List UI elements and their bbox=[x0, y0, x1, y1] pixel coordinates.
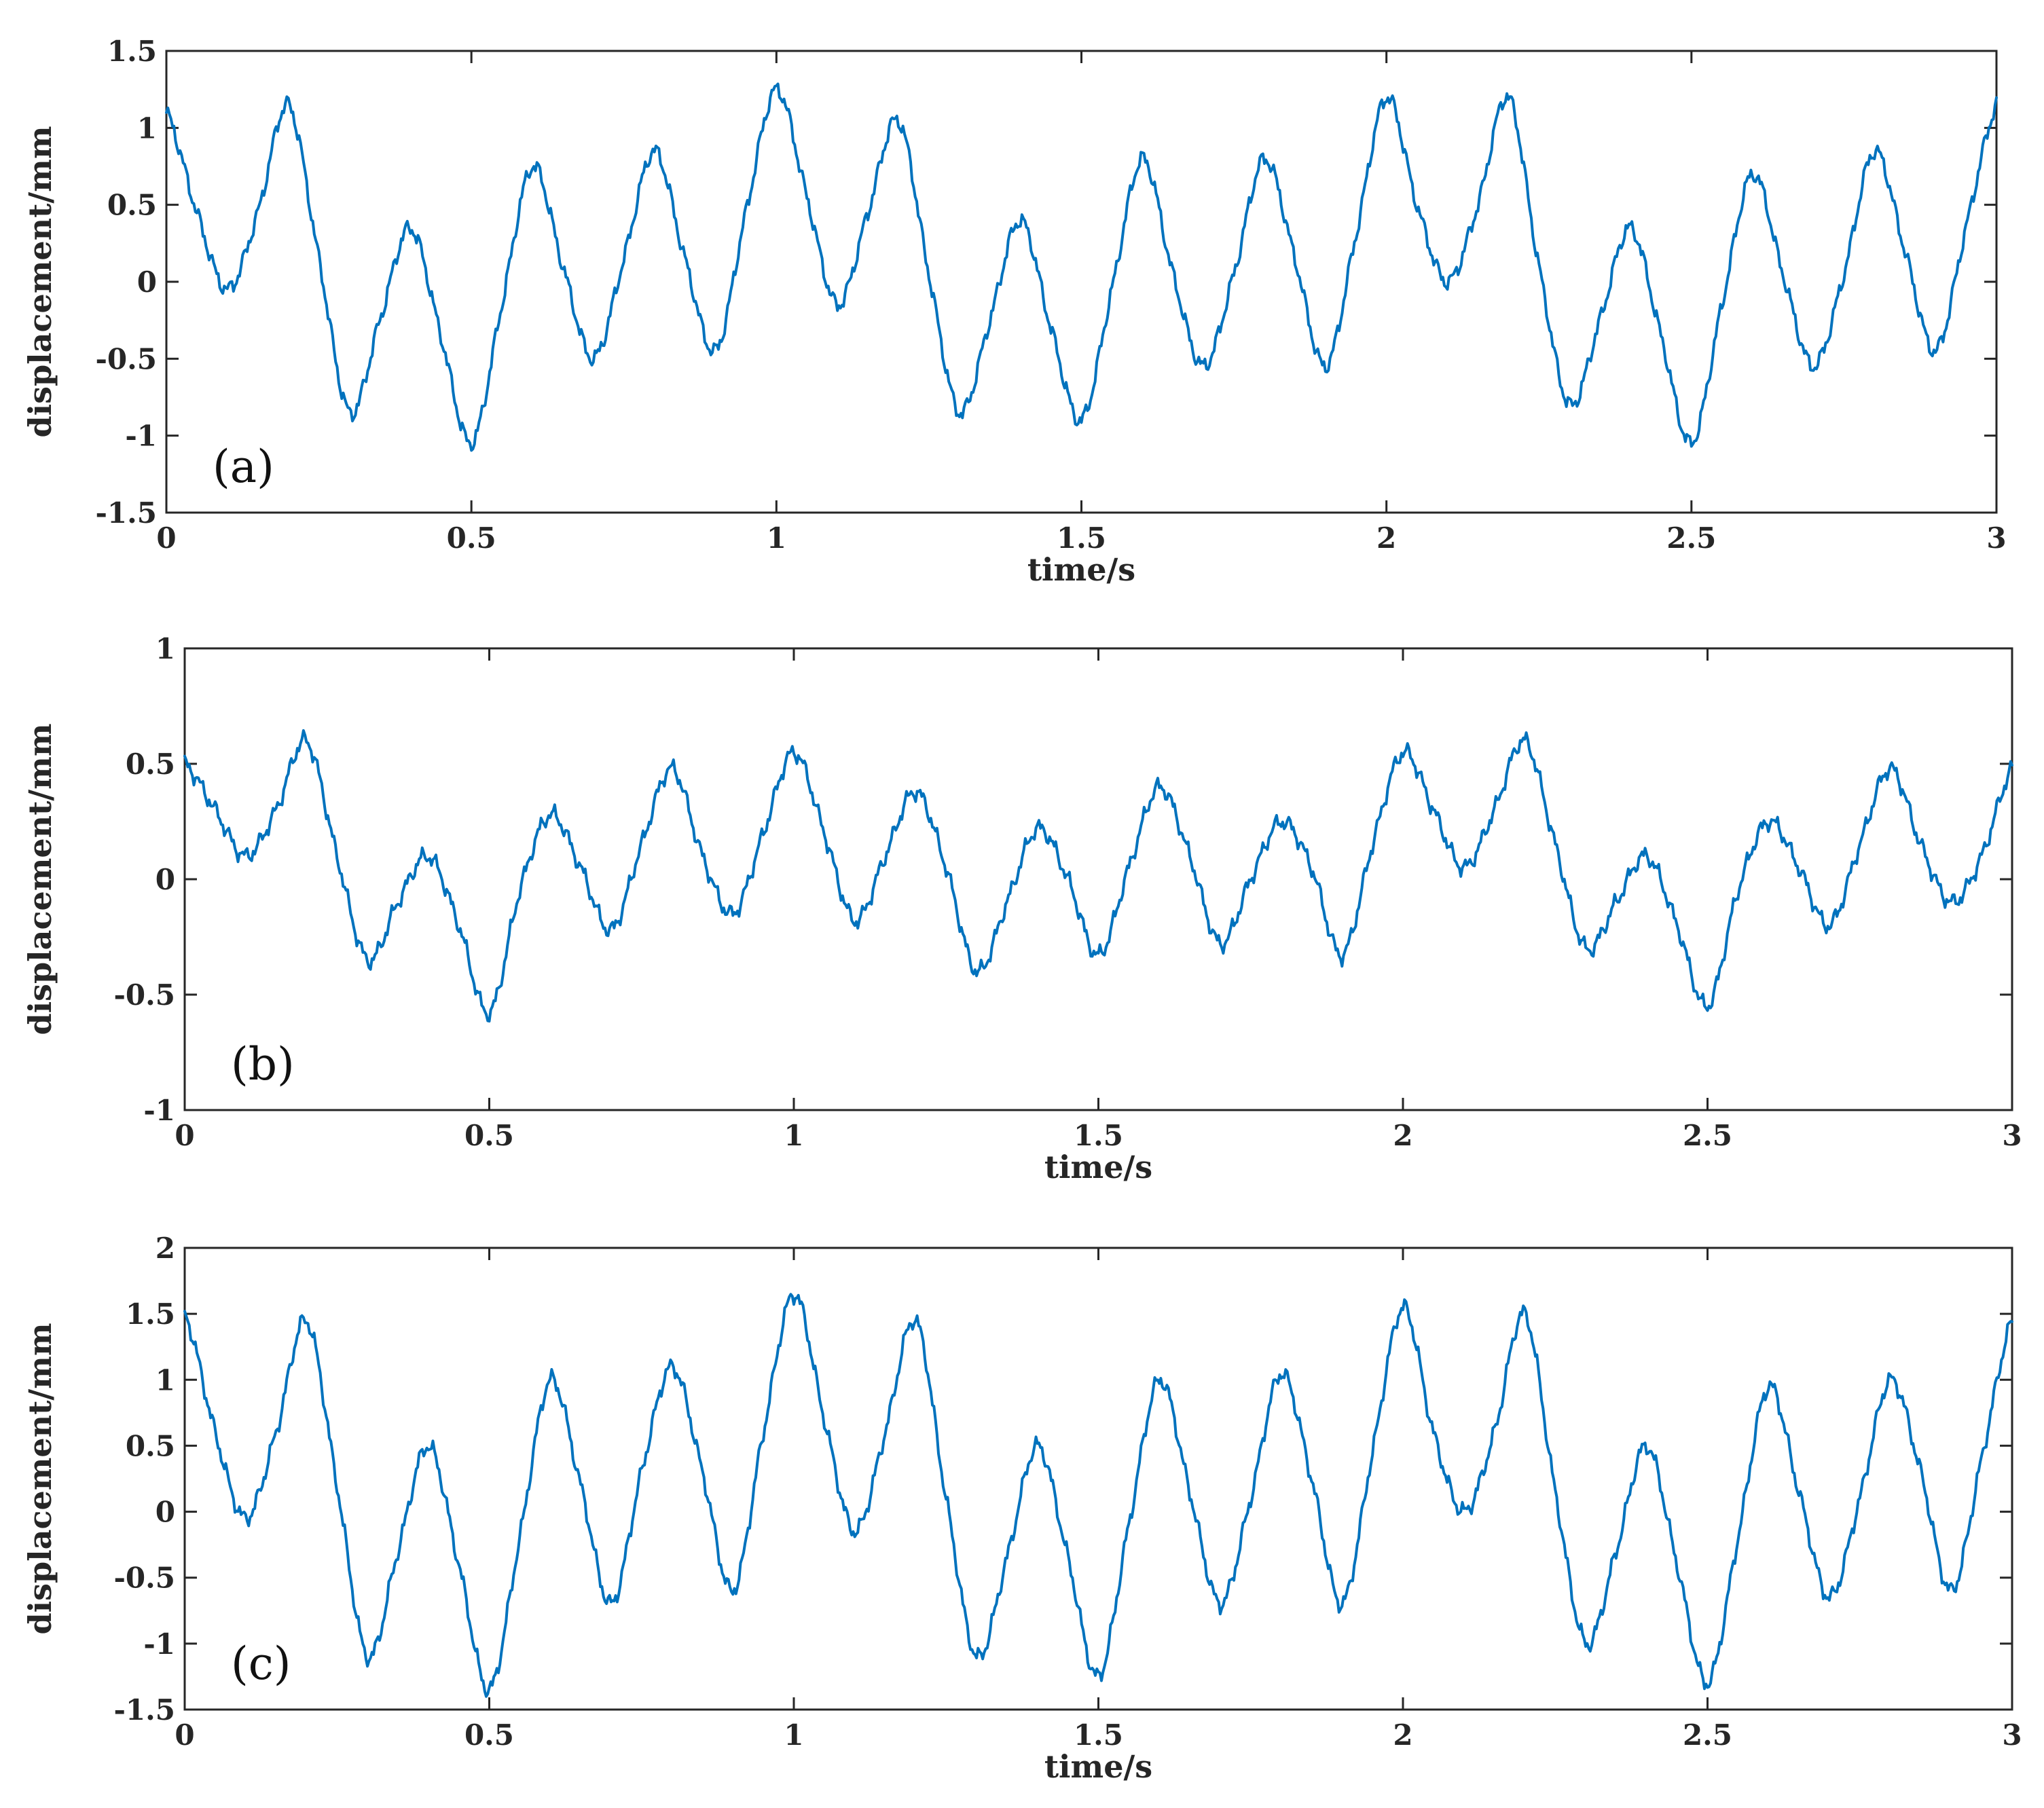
x-tick-label: 1 bbox=[784, 1718, 803, 1752]
y-tick-label: 1.5 bbox=[107, 35, 157, 68]
x-axis-label: time/s bbox=[1027, 551, 1135, 588]
y-tick-label: 0 bbox=[156, 1496, 175, 1529]
x-tick-label: 2.5 bbox=[1683, 1119, 1732, 1152]
x-tick-label: 0.5 bbox=[464, 1718, 514, 1752]
y-tick-label: -0.5 bbox=[95, 342, 157, 375]
x-tick-label: 1.5 bbox=[1074, 1718, 1123, 1752]
plot-frame bbox=[183, 1247, 2013, 1711]
x-tick-label: 2 bbox=[1393, 1718, 1412, 1752]
chart-panel-2: 0 0.5 1 1.5 2 2.5 3 -1 -0.5 0 0.5 1 time/s displaceme… bbox=[22, 632, 2022, 1185]
y-tick-label: 1 bbox=[137, 111, 157, 145]
x-tick-label: 0 bbox=[175, 1119, 194, 1152]
x-axis-label: time/s bbox=[1044, 1149, 1152, 1185]
y-tick-label: 0 bbox=[156, 863, 175, 896]
y-axis-label: displacement/mm bbox=[22, 723, 58, 1035]
panel-label: (c) bbox=[231, 1638, 291, 1690]
y-tick-label: -0.5 bbox=[113, 978, 175, 1012]
y-tick-label: 1.5 bbox=[126, 1297, 175, 1331]
x-tick-label: 3 bbox=[2002, 1119, 2022, 1152]
x-tick-label: 2.5 bbox=[1683, 1718, 1732, 1752]
x-tick-label: 0.5 bbox=[464, 1119, 514, 1152]
y-tick-label: 1 bbox=[156, 1363, 175, 1397]
plot-frame bbox=[183, 647, 2013, 1111]
y-tick-label: -1.5 bbox=[95, 496, 157, 530]
x-tick-label: 2 bbox=[1376, 521, 1396, 555]
x-tick-label: 1 bbox=[767, 521, 786, 555]
panel-label: (b) bbox=[231, 1038, 295, 1090]
displacement-series-line bbox=[183, 729, 2013, 1023]
y-tick-label: 0.5 bbox=[126, 748, 175, 781]
chart-panel-3: 0 0.5 1 1.5 2 2.5 3 -1.5 -1 -0.5 0 0.5 1 1.5 2 time/s di… bbox=[22, 1232, 2022, 1785]
y-tick-label: 0 bbox=[137, 265, 157, 299]
displacement-series-line bbox=[183, 1293, 2013, 1698]
plot-frame bbox=[165, 50, 1998, 514]
x-tick-label: 1 bbox=[784, 1119, 803, 1152]
x-axis-label: time/s bbox=[1044, 1748, 1152, 1785]
x-tick-label: 0 bbox=[156, 521, 176, 555]
y-tick-label: -1 bbox=[125, 420, 157, 453]
x-tick-label: 3 bbox=[1986, 521, 2006, 555]
x-tick-label: 0.5 bbox=[447, 521, 496, 555]
y-tick-label: -0.5 bbox=[113, 1562, 175, 1595]
x-tick-label: 1.5 bbox=[1057, 521, 1106, 555]
displacement-series-line bbox=[165, 82, 1998, 452]
y-tick-label: 0.5 bbox=[126, 1429, 175, 1462]
x-tick-label: 1.5 bbox=[1074, 1119, 1123, 1152]
y-axis-label: displacement/mm bbox=[22, 126, 58, 437]
y-tick-label: -1 bbox=[143, 1627, 175, 1661]
y-tick-label: 0.5 bbox=[107, 189, 157, 222]
y-tick-label: 2 bbox=[156, 1232, 175, 1265]
x-tick-label: 2.5 bbox=[1666, 521, 1716, 555]
x-tick-label: 3 bbox=[2002, 1718, 2022, 1752]
y-axis-label: displacement/mm bbox=[22, 1323, 58, 1634]
y-tick-label: -1.5 bbox=[113, 1693, 175, 1727]
y-tick-label: 1 bbox=[156, 632, 175, 665]
x-tick-label: 2 bbox=[1393, 1119, 1412, 1152]
chart-panel-1: 0 0.5 1 1.5 2 2.5 3-1.5-1-0.500.511.5time/sdis… bbox=[22, 35, 2007, 588]
panel-label: (a) bbox=[213, 441, 274, 493]
x-tick-label: 0 bbox=[175, 1718, 194, 1752]
y-tick-label: -1 bbox=[143, 1094, 175, 1127]
